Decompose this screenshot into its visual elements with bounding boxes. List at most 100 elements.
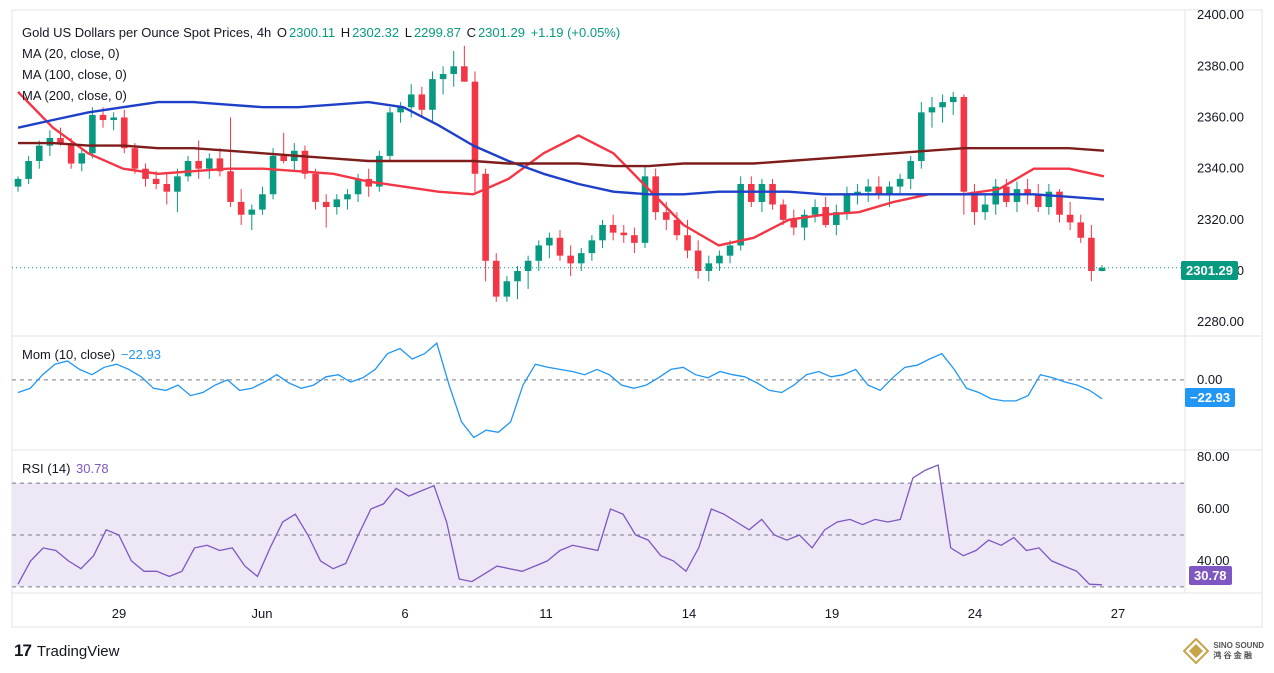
candle-body xyxy=(694,250,702,272)
candle-body xyxy=(492,260,500,297)
candle-body xyxy=(822,207,829,225)
candle-body xyxy=(280,155,287,161)
ma100-legend[interactable]: MA (100, close, 0) xyxy=(22,67,127,82)
rsi-pane xyxy=(12,464,1185,588)
candle xyxy=(567,245,574,277)
price-pane xyxy=(12,45,1185,302)
candle-body xyxy=(1066,214,1074,223)
candle-body xyxy=(843,194,851,213)
tradingview-logo-icon: 17 xyxy=(14,641,32,660)
momentum-legend[interactable]: Mom (10, close) −22.93 xyxy=(22,347,163,362)
candle-body xyxy=(25,160,32,179)
candle-body xyxy=(35,145,43,161)
candle xyxy=(896,173,904,195)
candle-body xyxy=(854,191,861,195)
candle-body xyxy=(503,281,511,297)
candle xyxy=(588,235,596,261)
candle-body xyxy=(344,194,351,200)
candle-body xyxy=(46,137,54,146)
candle xyxy=(248,204,256,231)
axis-layer: 2400.00 2380.00 2360.00 2340.00 2320.00 2300.… xyxy=(112,7,1244,621)
ma20-line xyxy=(17,91,1105,247)
candle-body xyxy=(960,97,968,192)
symbol-title: Gold US Dollars per Ounce Spot Prices, 4… xyxy=(22,25,272,40)
ma200-legend[interactable]: MA (200, close, 0) xyxy=(22,88,127,103)
candle xyxy=(291,143,298,172)
candle xyxy=(386,107,394,161)
candle xyxy=(492,253,500,302)
candle xyxy=(429,71,436,123)
high-value: 2302.32 xyxy=(352,25,400,40)
candle xyxy=(216,148,224,177)
candle-body xyxy=(747,184,755,202)
candle xyxy=(822,196,829,228)
candle xyxy=(89,107,96,159)
candle-body xyxy=(1013,189,1021,202)
candle-body xyxy=(163,184,171,192)
candle xyxy=(461,45,468,82)
candle xyxy=(333,194,341,215)
candle-body xyxy=(439,73,447,80)
ma20-legend[interactable]: MA (20, close, 0) xyxy=(22,46,120,61)
candle xyxy=(142,163,149,187)
candle xyxy=(312,168,319,210)
momentum-tick-label: 0.00 xyxy=(1197,372,1222,387)
candle-body xyxy=(811,207,819,215)
candle-body xyxy=(397,107,404,113)
x-tick-label: 29 xyxy=(112,606,126,621)
candle-body xyxy=(14,178,22,187)
x-tick-label: Jun xyxy=(252,606,273,621)
candle xyxy=(110,112,117,131)
rsi-legend[interactable]: RSI (14) 30.78 xyxy=(22,461,111,476)
candle-body xyxy=(599,224,606,241)
candle-body xyxy=(673,219,681,236)
candle xyxy=(631,227,638,254)
candle xyxy=(227,117,234,208)
candle-body xyxy=(450,66,458,74)
candle-body xyxy=(407,94,415,108)
candle-body xyxy=(1056,191,1063,215)
close-label: C xyxy=(466,25,476,40)
candle xyxy=(801,209,808,241)
candle xyxy=(599,219,606,248)
candle-body xyxy=(833,212,840,225)
candle xyxy=(1066,201,1074,231)
candle xyxy=(620,224,628,243)
candle-body xyxy=(864,186,872,192)
candle-body xyxy=(1077,222,1085,238)
candle-body xyxy=(237,201,245,215)
candle xyxy=(503,276,511,302)
grid-layer xyxy=(11,9,1263,628)
candle xyxy=(875,176,883,200)
candle-body xyxy=(120,117,128,149)
candle-body xyxy=(386,112,394,156)
candle xyxy=(131,143,139,174)
candle-body xyxy=(1034,194,1042,208)
candle-body xyxy=(939,102,946,108)
candle xyxy=(184,155,192,182)
price-tick-label: 2340.00 xyxy=(1197,161,1244,176)
candle-body xyxy=(949,97,957,103)
candle-body xyxy=(259,194,266,210)
open-value: 2300.11 xyxy=(289,25,336,40)
candle xyxy=(35,140,43,169)
candle xyxy=(163,173,171,205)
candle-body xyxy=(588,240,596,254)
tradingview-brand[interactable]: 17 TradingView xyxy=(14,641,119,661)
candle xyxy=(418,86,426,118)
watermark-line1: SINO SOUND xyxy=(1213,641,1264,650)
candle-body xyxy=(216,158,224,172)
candle xyxy=(758,178,766,213)
candle-body xyxy=(758,184,766,202)
candle-body xyxy=(1045,191,1053,208)
rsi-badge: 30.78 xyxy=(1189,566,1232,585)
candle xyxy=(1056,189,1063,223)
candle xyxy=(78,148,86,172)
candle-body xyxy=(152,178,160,185)
candle-body xyxy=(429,79,436,110)
ohlc-legend: Gold US Dollars per Ounce Spot Prices, 4… xyxy=(22,25,622,40)
price-tick-label: 2320.00 xyxy=(1197,212,1244,227)
candle-body xyxy=(928,107,936,113)
candle-body xyxy=(907,160,915,179)
